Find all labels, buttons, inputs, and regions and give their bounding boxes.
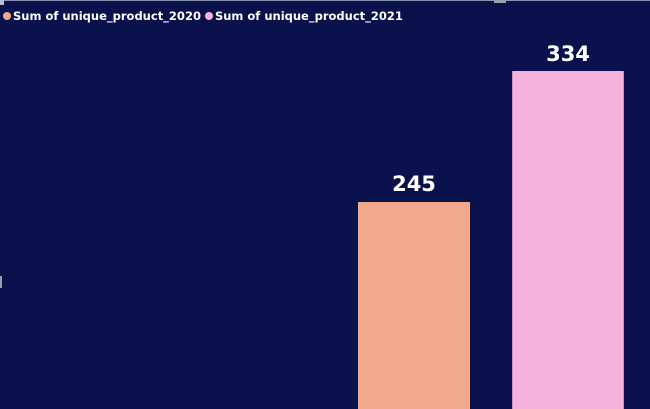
legend-label: Sum of unique_product_2021	[214, 9, 403, 23]
legend-item-2021[interactable]: Sum of unique_product_2021	[204, 9, 403, 23]
legend-dot-icon	[3, 12, 11, 20]
visual-border	[0, 0, 650, 1]
visual-corner	[0, 0, 4, 5]
legend-item-2020[interactable]: Sum of unique_product_2020	[3, 9, 201, 23]
resize-handle-top[interactable]	[494, 0, 506, 3]
data-label-2020: 245	[392, 172, 436, 196]
resize-handle-left[interactable]	[0, 276, 2, 288]
chart-legend: Sum of unique_product_2020 Sum of unique…	[3, 9, 407, 23]
legend-dot-icon	[204, 12, 213, 20]
data-label-2021: 334	[546, 42, 590, 66]
bar-2021[interactable]	[512, 71, 624, 409]
legend-label: Sum of unique_product_2020	[13, 9, 201, 23]
bar-2020[interactable]	[358, 202, 470, 409]
